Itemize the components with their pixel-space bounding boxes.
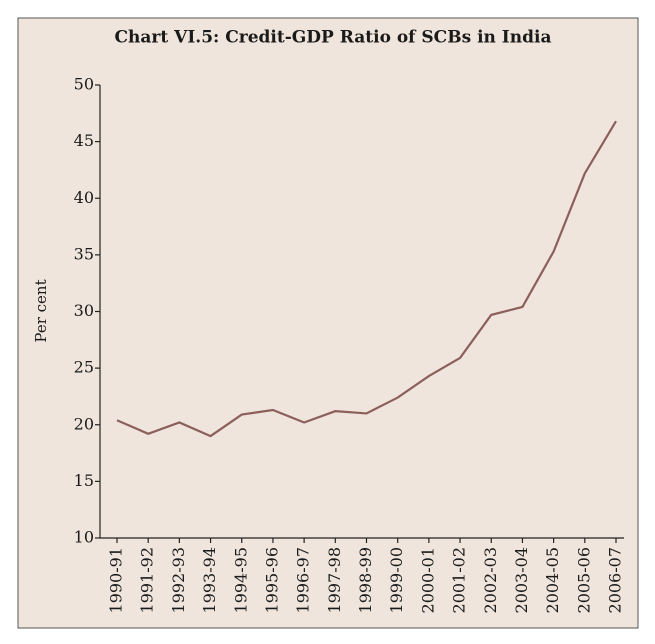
chart-title: Chart VI.5: Credit-GDP Ratio of SCBs in … bbox=[115, 28, 552, 48]
x-tick-label: 2002-03 bbox=[481, 547, 500, 613]
x-tick-label: 1991-92 bbox=[138, 547, 157, 613]
x-tick-label: 2006-07 bbox=[606, 547, 625, 613]
x-tick-label: 1990-91 bbox=[107, 547, 126, 613]
x-tick-label: 1999-00 bbox=[387, 547, 406, 613]
x-tick-label: 1992-93 bbox=[169, 547, 188, 613]
data-line bbox=[116, 120, 617, 438]
y-tick-label: 40 bbox=[74, 188, 94, 207]
x-tick-label: 1998-99 bbox=[356, 547, 375, 613]
y-tick-label: 20 bbox=[74, 414, 94, 433]
chart-background bbox=[17, 17, 639, 629]
y-tick-label: 35 bbox=[74, 244, 94, 263]
x-tick-label: 2000-01 bbox=[418, 547, 437, 613]
y-tick-label: 45 bbox=[74, 131, 94, 150]
x-tick-label: 1993-94 bbox=[200, 547, 219, 613]
x-tick-label: 1997-98 bbox=[325, 547, 344, 613]
y-tick-label: 25 bbox=[74, 358, 94, 377]
x-tick-label: 2005-06 bbox=[574, 547, 593, 613]
y-axis-label: Per cent bbox=[32, 279, 50, 342]
x-tick-label: 1995-96 bbox=[262, 547, 281, 613]
x-tick-label: 1996-97 bbox=[294, 547, 313, 613]
y-tick-label: 30 bbox=[74, 301, 94, 320]
x-tick-label: 1994-95 bbox=[231, 547, 250, 613]
x-tick-label: 2003-04 bbox=[512, 547, 531, 613]
y-tick-label: 10 bbox=[74, 528, 94, 547]
y-tick-label: 50 bbox=[74, 75, 94, 94]
x-tick-label: 2001-02 bbox=[450, 547, 469, 613]
y-tick-label: 15 bbox=[74, 471, 94, 490]
x-tick-label: 2004-05 bbox=[543, 547, 562, 613]
